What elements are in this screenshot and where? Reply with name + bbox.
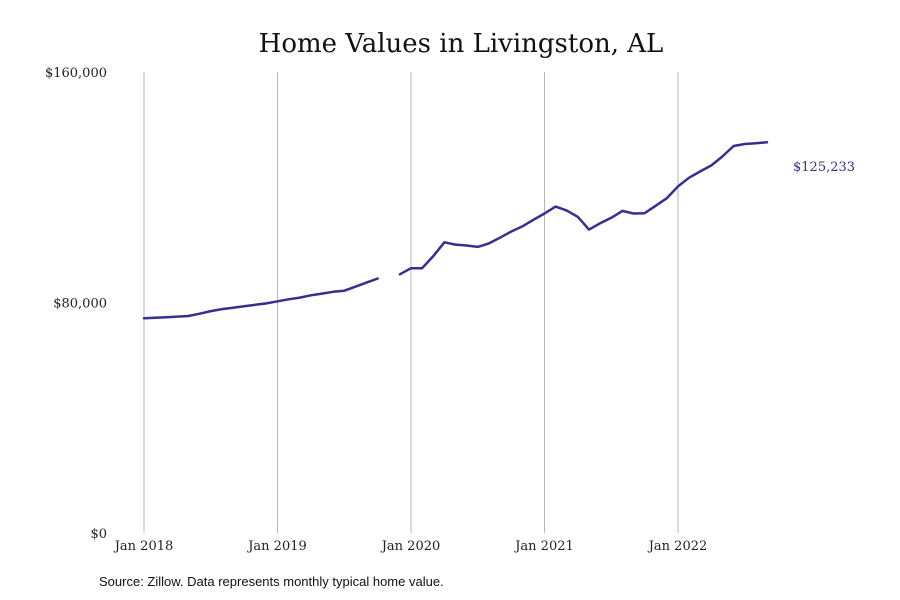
gridlines — [143, 72, 679, 533]
source-note: Source: Zillow. Data represents monthly … — [99, 574, 444, 589]
x-tick-label: Jan 2021 — [513, 539, 574, 554]
x-tick-label: Jan 2022 — [647, 539, 708, 554]
series-line-segment-1 — [142, 277, 379, 320]
x-axis-labels: Jan 2018 Jan 2019 Jan 2020 Jan 2021 Jan 2022 — [113, 539, 708, 554]
y-tick-label: $80,000 — [53, 297, 107, 312]
x-tick-label: Jan 2020 — [380, 539, 441, 554]
last-value-label: $125,233 — [793, 160, 855, 175]
y-tick-label: $0 — [90, 527, 107, 542]
y-axis-labels: $0 $80,000 $160,000 — [45, 66, 107, 542]
chart-title: Home Values in Livingston, AL — [259, 29, 664, 59]
series-line-segment-2 — [398, 141, 769, 276]
series-home-value — [142, 141, 769, 320]
x-tick-label: Jan 2018 — [113, 539, 174, 554]
x-tick-label: Jan 2019 — [246, 539, 307, 554]
y-tick-label: $160,000 — [45, 66, 107, 81]
